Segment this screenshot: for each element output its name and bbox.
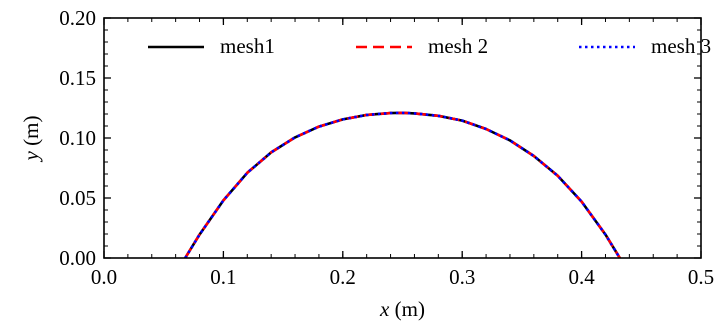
- x-axis-title: x (m): [379, 297, 425, 321]
- series-layer: [184, 111, 621, 259]
- tick-label-layer: 0.0 0.1 0.2 0.3 0.4 0.5 0.00 0.05 0.10 0.15 0.20: [59, 6, 714, 289]
- legend: mesh1 mesh 2 mesh 3: [148, 34, 711, 58]
- x-tick-label: 0.4: [568, 265, 595, 289]
- y-tick-label: 0.15: [59, 66, 96, 90]
- x-tick-label: 0.1: [210, 265, 236, 289]
- x-tick-label: 0.0: [91, 265, 117, 289]
- y-tick-label: 0.10: [59, 126, 96, 150]
- series-line-1: [184, 111, 621, 259]
- legend-label-2: mesh 2: [428, 34, 488, 58]
- x-tick-label: 0.2: [330, 265, 356, 289]
- y-axis-title: y (m): [19, 116, 43, 163]
- y-axis-unit: (m): [19, 116, 43, 152]
- x-tick-label: 0.3: [449, 265, 475, 289]
- x-axis-unit: (m): [389, 297, 425, 321]
- tick-layer: [103, 17, 702, 259]
- y-tick-label: 0.00: [59, 246, 96, 270]
- legend-label-1: mesh1: [220, 34, 275, 58]
- y-tick-label: 0.05: [59, 186, 96, 210]
- y-tick-label: 0.20: [59, 6, 96, 30]
- y-axis-var: y: [19, 150, 43, 162]
- x-axis-var: x: [379, 297, 390, 321]
- plot-frame: [103, 17, 702, 259]
- series-line-2: [184, 111, 621, 259]
- x-tick-label: 0.5: [688, 265, 714, 289]
- series-line-3: [184, 111, 621, 259]
- legend-label-3: mesh 3: [651, 34, 711, 58]
